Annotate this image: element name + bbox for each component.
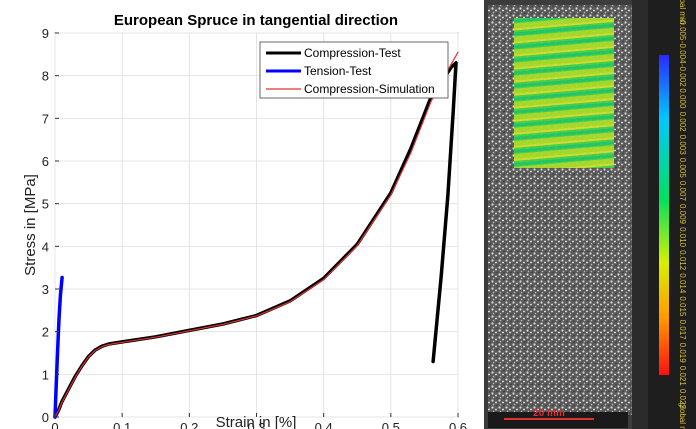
y-tick-label: 7 bbox=[42, 111, 49, 126]
strain-field-overlay bbox=[514, 18, 614, 168]
colorbar-label: 0.015 bbox=[678, 296, 687, 317]
x-tick-label: 0 bbox=[51, 420, 58, 429]
colorbar-label: 0.010 bbox=[678, 227, 687, 248]
y-tick-label: 8 bbox=[42, 69, 49, 84]
scale-bar-label: 20 mm bbox=[533, 408, 565, 419]
stress-strain-chart: 0 0.1 0.2 0.3 0.4 0.5 0.6 0 1 2 3 4 5 6 7 8 9 European S… bbox=[22, 12, 468, 429]
series-lines bbox=[53, 51, 459, 419]
x-tick-label: 0.6 bbox=[449, 420, 467, 429]
colorbar-label: global min bbox=[678, 0, 687, 24]
legend-label-tension-test: Tension-Test bbox=[304, 64, 372, 78]
specimen-edge bbox=[632, 0, 648, 429]
colorbar-label: 0.009 bbox=[678, 204, 687, 225]
colorbar-label: 0.021 bbox=[678, 366, 687, 387]
y-tick-label: 0 bbox=[42, 410, 49, 425]
legend: Compression-Test Tension-Test Compressio… bbox=[259, 41, 449, 99]
chart-title: European Spruce in tangential direction bbox=[114, 12, 398, 29]
x-tick-label: 0.3 bbox=[247, 420, 265, 429]
colorbar-label: 0.012 bbox=[678, 250, 687, 271]
y-axis-label: Stress in [MPa] bbox=[22, 174, 39, 276]
y-tick-label: 9 bbox=[42, 26, 49, 41]
colorbar-label: -0.004 bbox=[678, 41, 687, 64]
x-tick-label: 0.4 bbox=[315, 420, 333, 429]
y-tick-label: 2 bbox=[42, 325, 49, 340]
axis-ticks: 0 0.1 0.2 0.3 0.4 0.5 0.6 0 1 2 3 4 5 6 7 8 9 bbox=[42, 26, 467, 429]
y-tick-label: 1 bbox=[42, 367, 49, 382]
colorbar-panel bbox=[648, 0, 696, 429]
chart-svg: 0 0.1 0.2 0.3 0.4 0.5 0.6 0 1 2 3 4 5 6 7 8 9 European S… bbox=[22, 12, 467, 429]
colorbar-label: -0.002 bbox=[678, 64, 687, 87]
colorbar-label: 0.022 bbox=[678, 389, 687, 410]
colorbar-label: 0.014 bbox=[678, 273, 687, 294]
colorbar-label: 0.019 bbox=[678, 343, 687, 364]
y-tick-label: 5 bbox=[42, 197, 49, 212]
series-line-compression-simulation bbox=[54, 51, 459, 418]
colorbar-gradient bbox=[659, 55, 669, 375]
series-line-tension-test bbox=[53, 275, 64, 419]
legend-label-compression-test: Compression-Test bbox=[304, 46, 401, 60]
colorbar-label: 0.005 bbox=[678, 158, 687, 179]
x-axis-label: Strain in [%] bbox=[216, 414, 297, 429]
x-tick-label: 0.5 bbox=[382, 420, 400, 429]
colorbar-label: 0.003 bbox=[678, 135, 687, 156]
colorbar-label: 0.000 bbox=[678, 88, 687, 109]
dic-strain-image: global min -0.005 -0.004 -0.002 0.000 0.002 0.… bbox=[484, 0, 696, 429]
legend-label-compression-simulation: Compression-Simulation bbox=[304, 82, 435, 96]
colorbar-label: 0.007 bbox=[678, 181, 687, 202]
colorbar-label: 0.017 bbox=[678, 320, 687, 341]
colorbar-label: 0.002 bbox=[678, 112, 687, 133]
x-tick-label: 0.1 bbox=[113, 420, 131, 429]
colorbar-label: -0.005 bbox=[678, 18, 687, 41]
colorbar-label: global max bbox=[678, 403, 687, 429]
grid bbox=[54, 32, 459, 418]
x-tick-label: 0.2 bbox=[180, 420, 198, 429]
y-tick-label: 6 bbox=[42, 154, 49, 169]
y-tick-label: 4 bbox=[42, 239, 49, 254]
y-tick-label: 3 bbox=[42, 282, 49, 297]
